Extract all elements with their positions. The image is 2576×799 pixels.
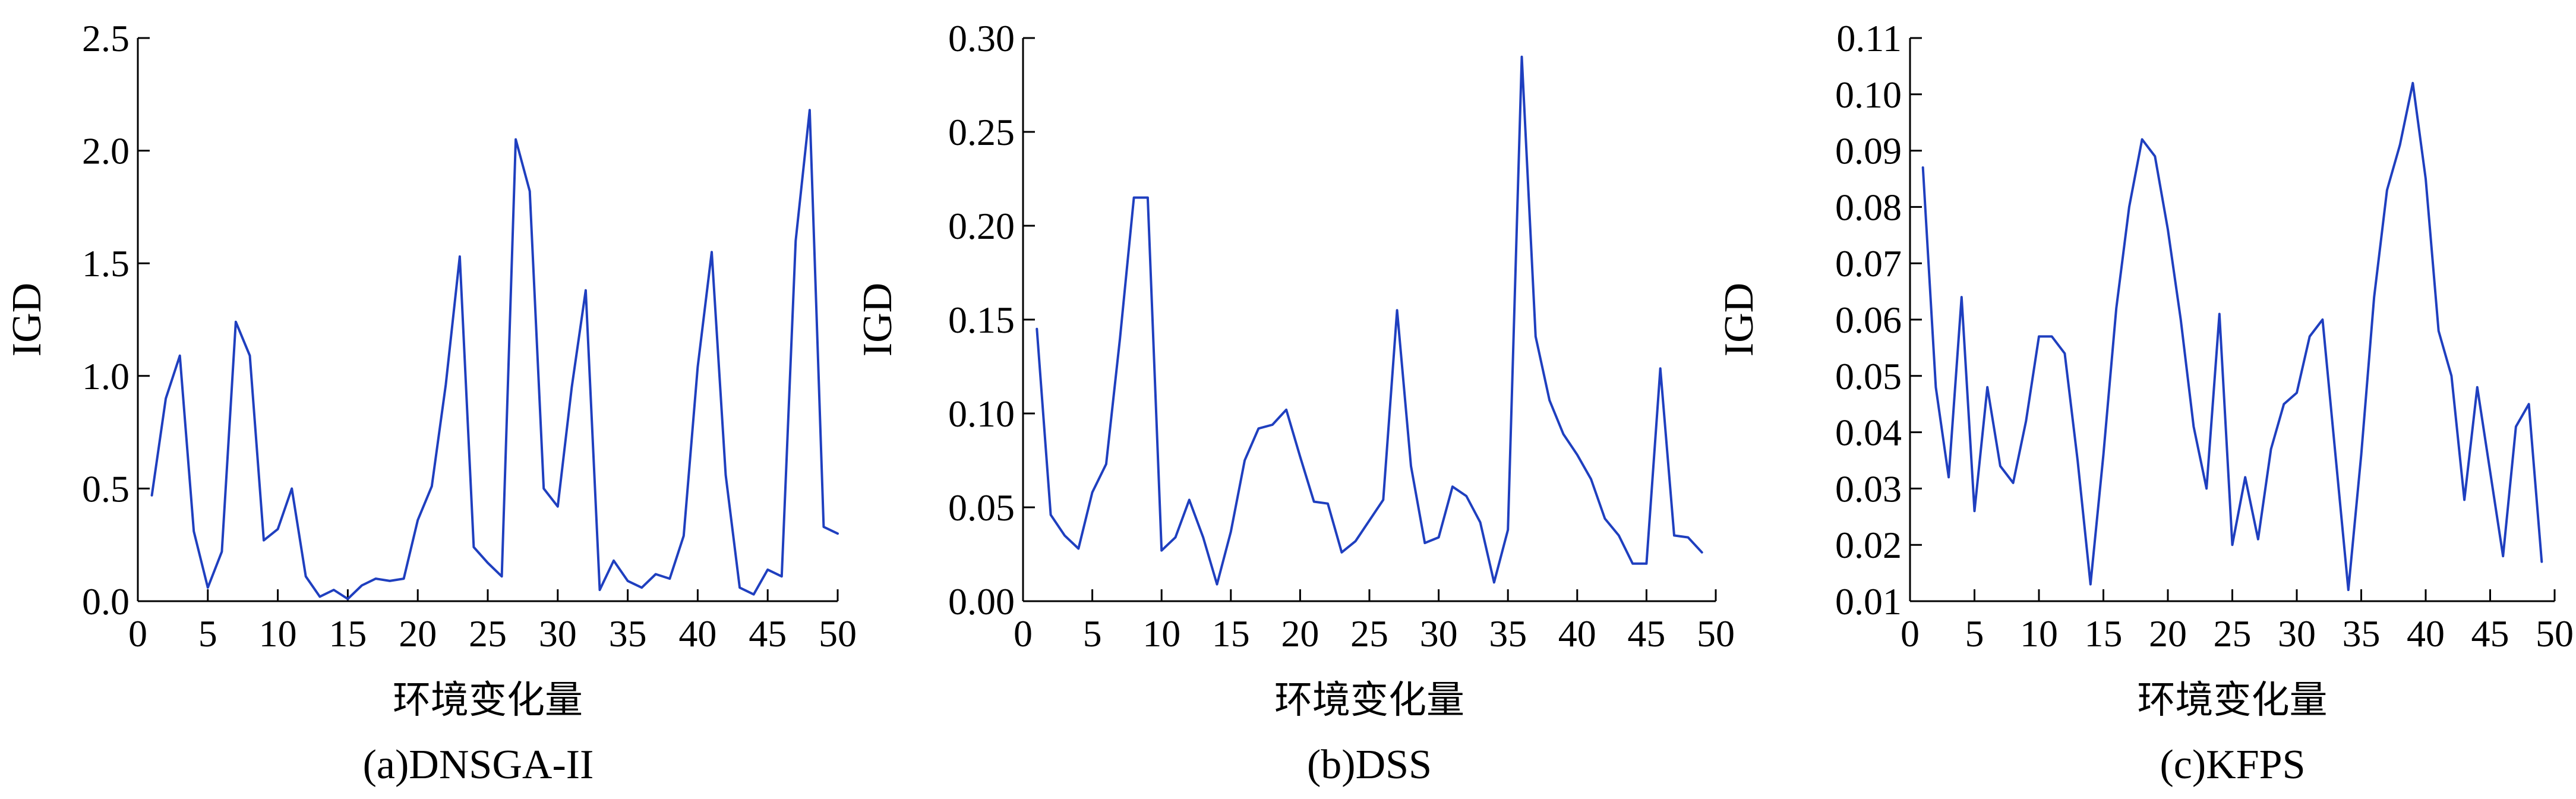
- x-tick-label: 30: [539, 612, 577, 655]
- y-tick-label: 0.30: [948, 17, 1015, 59]
- x-tick-label: 10: [259, 612, 297, 655]
- x-tick-label: 35: [1489, 612, 1527, 655]
- y-tick-label: 0.01: [1835, 580, 1902, 623]
- x-tick-label: 45: [749, 612, 787, 655]
- y-tick-label: 0.5: [82, 468, 130, 510]
- x-tick-label: 40: [678, 612, 716, 655]
- y-tick-label: 0.04: [1835, 412, 1902, 454]
- y-axis-label: IGD: [1716, 283, 1762, 356]
- y-tick-label: 0.08: [1835, 186, 1902, 228]
- y-tick-label: 0.07: [1835, 242, 1902, 285]
- y-tick-label: 1.5: [82, 242, 130, 285]
- y-tick-label: 2.0: [82, 130, 130, 172]
- y-tick-label: 0.20: [948, 205, 1015, 247]
- x-axis-label: 环境变化量: [1274, 678, 1464, 722]
- y-tick-label: 0.11: [1836, 17, 1902, 59]
- x-tick-label: 20: [1281, 612, 1319, 655]
- y-tick-label: 0.15: [948, 299, 1015, 341]
- y-tick-label: 0.10: [948, 393, 1015, 435]
- x-tick-label: 20: [399, 612, 437, 655]
- x-tick-label: 50: [819, 612, 857, 655]
- y-tick-label: 0.06: [1835, 299, 1902, 341]
- x-tick-label: 0: [128, 612, 147, 655]
- panel-caption: (b)DSS: [1307, 742, 1432, 788]
- panel-dnsga-ii: 0 5 10 15 20 25 30 35 40 45 50 0.0 0.5 1.0 1.5 2.0 2.5 IG…: [4, 17, 857, 788]
- x-tick-label: 25: [2214, 612, 2252, 655]
- y-tick-label: 0.09: [1835, 130, 1902, 172]
- x-tick-label: 5: [1965, 612, 1984, 655]
- y-tick-label: 0.03: [1835, 468, 1902, 510]
- x-tick-label: 15: [1212, 612, 1250, 655]
- x-tick-label: 45: [1627, 612, 1665, 655]
- y-tick-label: 2.5: [82, 17, 130, 59]
- x-tick-label: 35: [609, 612, 647, 655]
- y-tick-label: 0.05: [1835, 355, 1902, 397]
- y-axis-label: IGD: [4, 283, 50, 356]
- x-tick-label: 15: [2085, 612, 2123, 655]
- igd-series-line: [1036, 55, 1703, 586]
- x-tick-label: 0: [1014, 612, 1033, 655]
- x-tick-label: 5: [1083, 612, 1102, 655]
- y-axis-label: IGD: [855, 283, 901, 356]
- x-tick-label: 30: [2278, 612, 2316, 655]
- x-tick-label: 40: [1558, 612, 1596, 655]
- y-tick-label: 0.00: [948, 580, 1015, 623]
- x-tick-label: 50: [1697, 612, 1735, 655]
- igd-series-line: [1921, 81, 2543, 591]
- x-tick-label: 20: [2149, 612, 2187, 655]
- panel-caption: (a)DNSGA-II: [363, 742, 594, 788]
- x-tick-label: 5: [198, 612, 217, 655]
- x-axis-label: 环境变化量: [2138, 678, 2328, 722]
- y-tick-label: 0.0: [82, 580, 130, 623]
- x-tick-label: 25: [1350, 612, 1388, 655]
- x-tick-label: 10: [2020, 612, 2058, 655]
- x-tick-label: 45: [2471, 612, 2509, 655]
- x-tick-label: 0: [1901, 612, 1920, 655]
- y-tick-label: 0.25: [948, 111, 1015, 153]
- panel-kfps: 0 5 10 15 20 25 30 35 40 45 50 0.01 0.02 0.03 0.04 0.05…: [1716, 17, 2574, 788]
- x-axis-label: 环境变化量: [393, 678, 583, 722]
- x-tick-label: 15: [329, 612, 367, 655]
- x-tick-label: 50: [2536, 612, 2574, 655]
- panel-dss: 0 5 10 15 20 25 30 35 40 45 50 0.00 0.05 0.10 0.15 0.20…: [855, 17, 1735, 788]
- x-tick-label: 40: [2407, 612, 2445, 655]
- x-tick-label: 25: [469, 612, 507, 655]
- x-tick-label: 10: [1142, 612, 1180, 655]
- x-tick-label: 35: [2343, 612, 2381, 655]
- y-tick-label: 0.05: [948, 487, 1015, 529]
- x-tick-label: 30: [1420, 612, 1458, 655]
- panel-caption: (c)KFPS: [2160, 742, 2305, 788]
- igd-series-line: [150, 109, 839, 601]
- y-tick-label: 0.10: [1835, 74, 1902, 116]
- y-tick-label: 1.0: [82, 355, 130, 397]
- y-tick-label: 0.02: [1835, 524, 1902, 566]
